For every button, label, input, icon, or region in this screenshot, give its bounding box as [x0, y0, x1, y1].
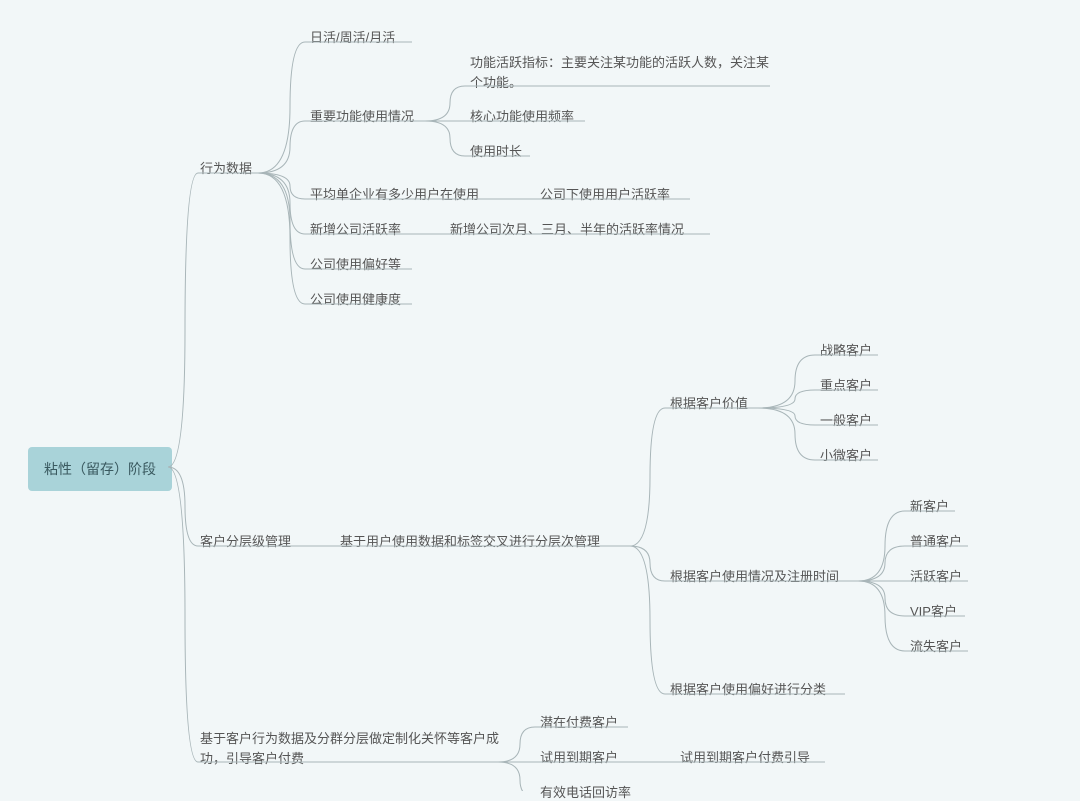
node-general: 一般客户 — [820, 410, 872, 429]
node-health: 公司使用健康度 — [310, 289, 401, 308]
root-node: 粘性（留存）阶段 — [28, 447, 172, 491]
node-core-freq: 核心功能使用频率 — [470, 106, 574, 125]
node-tier-basis: 基于用户使用数据和标签交叉进行分层次管理 — [340, 531, 600, 550]
node-duration: 使用时长 — [470, 141, 522, 160]
node-normal-cust: 普通客户 — [910, 531, 962, 550]
node-by-usage: 根据客户使用情况及注册时间 — [670, 566, 839, 585]
node-pref: 公司使用偏好等 — [310, 254, 401, 273]
node-trial-expire: 试用到期客户 — [540, 747, 618, 766]
node-new-active-detail: 新增公司次月、三月、半年的活跃率情况 — [450, 219, 684, 238]
node-callback-rate: 有效电话回访率 — [540, 782, 631, 801]
node-cust-success: 基于客户行为数据及分群分层做定制化关怀等客户成功，引导客户付费 — [200, 729, 500, 768]
node-dau: 日活/周活/月活 — [310, 27, 395, 46]
node-strategic: 战略客户 — [820, 340, 872, 359]
node-key: 重点客户 — [820, 375, 872, 394]
node-new-active: 新增公司活跃率 — [310, 219, 401, 238]
root-label: 粘性（留存）阶段 — [44, 461, 156, 477]
node-by-value: 根据客户价值 — [670, 393, 748, 412]
node-potential-pay: 潜在付费客户 — [540, 712, 618, 731]
node-new-cust: 新客户 — [910, 496, 949, 515]
node-feature-usage: 重要功能使用情况 — [310, 106, 414, 125]
node-churn-cust: 流失客户 — [910, 636, 962, 655]
node-feature-metric: 功能活跃指标：主要关注某功能的活跃人数，关注某个功能。 — [470, 53, 780, 92]
node-avg-users: 平均单企业有多少用户在使用 — [310, 184, 479, 203]
node-behavior-data: 行为数据 — [200, 158, 252, 177]
node-active-cust: 活跃客户 — [910, 566, 962, 585]
node-tier-mgmt: 客户分层级管理 — [200, 531, 291, 550]
node-company-active: 公司下使用用户活跃率 — [540, 184, 670, 203]
node-trial-guide: 试用到期客户付费引导 — [680, 747, 810, 766]
node-vip-cust: VIP客户 — [910, 601, 957, 620]
node-by-pref: 根据客户使用偏好进行分类 — [670, 679, 826, 698]
node-micro: 小微客户 — [820, 445, 872, 464]
